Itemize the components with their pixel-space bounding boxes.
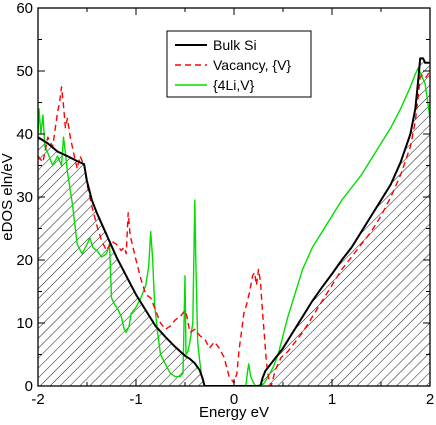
x-tick-label: 0 — [230, 391, 238, 408]
y-tick-label: 10 — [16, 315, 33, 332]
bulk-si-line — [38, 57, 430, 386]
x-tick-label: 2 — [426, 391, 434, 408]
y-tick-label: 20 — [16, 252, 33, 269]
x-axis: -2 -1 0 1 2 — [31, 8, 434, 408]
x-tick-label: 1 — [328, 391, 336, 408]
x-tick-label: -1 — [129, 391, 142, 408]
y-tick-label: 50 — [16, 63, 33, 80]
legend-box — [166, 30, 312, 98]
y-tick-label: 40 — [16, 126, 33, 143]
x-tick-label: -2 — [31, 391, 44, 408]
legend-entry-vacancy-label: Vacancy, {V} — [213, 57, 291, 73]
legend-entry-bulk-si-label: Bulk Si — [213, 37, 257, 53]
li-vacancy-line — [38, 67, 430, 386]
x-axis-title: Energy eV — [199, 404, 269, 421]
y-axis: 0 10 20 30 40 50 60 — [16, 0, 430, 395]
y-tick-label: 60 — [16, 0, 33, 17]
bulk-si-hatched-fill — [38, 58, 430, 386]
legend: Bulk Si Vacancy, {V} {4Li,V} — [166, 30, 312, 98]
y-tick-label: 30 — [16, 189, 33, 206]
vacancy-line — [38, 70, 430, 386]
legend-entry-li-vacancy-label: {4Li,V} — [213, 77, 255, 93]
y-tick-label: 0 — [25, 378, 33, 395]
y-axis-title: eDOS eln/eV — [0, 153, 16, 241]
